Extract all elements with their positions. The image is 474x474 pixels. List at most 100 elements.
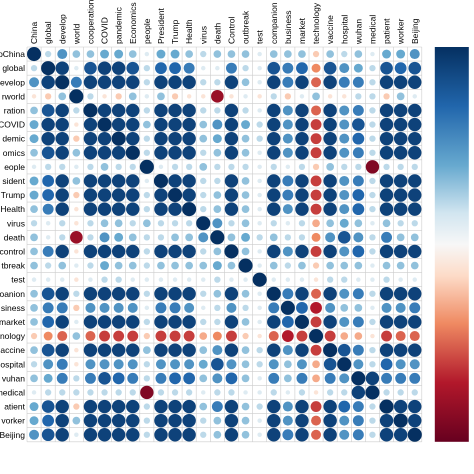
corr-circle-world-patient — [383, 93, 390, 100]
corr-circle-Health-President — [154, 202, 168, 216]
corr-circle-pandemic-China — [29, 134, 39, 144]
corr-circle-China-people — [144, 51, 150, 57]
corr-circle-Health-test — [257, 206, 262, 212]
corr-circle-Beijing-Health — [182, 428, 196, 442]
corr-circle-world-Control — [229, 94, 234, 99]
corr-circle-technology-death — [212, 331, 222, 341]
corr-circle-Beijing-patient — [379, 428, 394, 442]
col-label-Economics: Economics — [128, 2, 138, 44]
corr-circle-develop-Trump — [168, 75, 182, 89]
corr-circle-test-patient — [383, 276, 390, 283]
corr-circle-people-business — [285, 164, 291, 170]
corr-circle-market-test — [257, 319, 262, 325]
corr-circle-outbreak-hospital — [340, 261, 349, 270]
corr-circle-President-President — [153, 173, 168, 188]
corr-circle-COVID-death — [212, 119, 223, 130]
corr-circle-cooperation-business — [282, 105, 293, 116]
corr-circle-business-market — [296, 301, 308, 314]
corr-circle-Health-people — [143, 206, 151, 213]
corr-circle-test-outbreak — [243, 277, 248, 282]
corr-circle-Control-companion — [267, 244, 281, 259]
corr-circle-Health-outbreak — [241, 205, 250, 214]
corr-circle-technology-President — [155, 330, 167, 342]
corr-circle-patient-wuhan — [352, 401, 364, 413]
corr-circle-death-global — [45, 235, 51, 240]
corr-circle-medical-COVID — [101, 389, 108, 396]
corr-circle-test-companion — [271, 277, 276, 282]
corr-circle-Trump-market — [295, 188, 309, 202]
corr-circle-China-world — [72, 50, 81, 58]
corr-circle-Beijing-technology — [311, 429, 322, 440]
corr-circle-develop-world — [70, 76, 82, 88]
corr-circle-Economics-medical — [369, 149, 376, 156]
corr-circle-business-business — [280, 300, 295, 315]
corr-circle-wuhan-vaccine — [324, 372, 336, 384]
corr-circle-vaccine-pandemic — [111, 343, 126, 357]
corr-circle-wuhan-companion — [268, 372, 280, 384]
corr-circle-companion-COVID — [97, 287, 112, 301]
corr-circle-Beijing-China — [29, 429, 40, 440]
corr-circle-Beijing-global — [41, 428, 55, 442]
corr-circle-wuhan-Economics — [127, 372, 139, 384]
corr-circle-Health-hospital — [339, 204, 350, 215]
corr-circle-develop-hospital — [338, 76, 350, 88]
corr-circle-market-Economics — [126, 315, 140, 329]
corr-circle-wuhan-China — [30, 374, 38, 383]
corr-circle-test-medical — [370, 277, 375, 282]
correlation-cells — [27, 47, 422, 442]
corr-circle-wuhan-worker — [395, 372, 407, 384]
col-label-Health: Health — [184, 19, 194, 44]
corr-circle-cooperation-Control — [224, 103, 239, 118]
corr-circle-hospital-Control — [226, 359, 237, 370]
corr-circle-pandemic-global — [41, 131, 55, 146]
corr-circle-China-test — [257, 51, 262, 57]
corr-circle-companion-global — [41, 287, 55, 301]
corr-circle-cooperation-China — [30, 106, 38, 115]
corr-circle-vaccine-develop — [55, 343, 69, 357]
corr-circle-pandemic-patient — [379, 131, 394, 146]
corr-circle-China-worker — [396, 49, 406, 59]
corr-circle-outbreak-President — [157, 261, 165, 270]
corr-circle-world-medical — [369, 93, 376, 100]
corr-circle-business-President — [155, 302, 167, 314]
corr-circle-companion-people — [143, 290, 151, 297]
row-label-Beijing: Beijing — [0, 430, 25, 440]
corr-circle-world-Beijing — [412, 94, 417, 99]
corr-circle-business-COVID — [99, 302, 110, 313]
corr-circle-outbreak-death — [212, 261, 222, 271]
corr-circle-COVID-develop — [55, 117, 69, 132]
corr-circle-technology-world — [72, 332, 81, 340]
corr-circle-President-technology — [310, 175, 322, 187]
corr-circle-global-develop — [55, 61, 69, 75]
corr-circle-companion-Control — [224, 287, 239, 301]
corr-circle-Trump-pandemic — [111, 188, 126, 202]
corr-circle-death-virus — [198, 232, 209, 243]
corr-circle-develop-death — [214, 79, 221, 86]
corr-circle-President-companion — [267, 174, 281, 188]
corr-circle-China-China — [27, 47, 42, 62]
corr-circle-virus-death — [212, 218, 223, 229]
corr-circle-pandemic-medical — [369, 135, 376, 142]
corr-circle-hospital-patient — [380, 358, 393, 371]
corr-circle-people-vaccine — [326, 162, 335, 171]
corr-circle-China-outbreak — [241, 50, 250, 58]
corr-circle-Economics-President — [154, 146, 168, 160]
corr-circle-develop-Health — [182, 75, 196, 89]
corr-circle-virus-world — [74, 221, 79, 226]
column-labels: China global develop world cooperation COVID p… — [29, 0, 420, 45]
corr-circle-cooperation-Beijing — [408, 103, 422, 118]
row-label-Economics: omics — [3, 148, 25, 158]
corr-circle-virus-Control — [228, 220, 235, 227]
colorbar-gradient — [434, 47, 469, 442]
corr-circle-Health-virus — [200, 206, 207, 213]
corr-circle-cooperation-patient — [379, 103, 394, 118]
corr-circle-COVID-China — [29, 120, 39, 130]
corr-circle-develop-Economics — [126, 75, 140, 89]
corr-circle-President-hospital — [339, 175, 350, 186]
corr-circle-Control-world — [74, 249, 79, 254]
corr-circle-Trump-China — [29, 190, 39, 200]
corr-circle-medical-wuhan — [351, 385, 366, 400]
corr-circle-global-medical — [369, 65, 376, 72]
corr-circle-virus-market — [298, 220, 306, 227]
